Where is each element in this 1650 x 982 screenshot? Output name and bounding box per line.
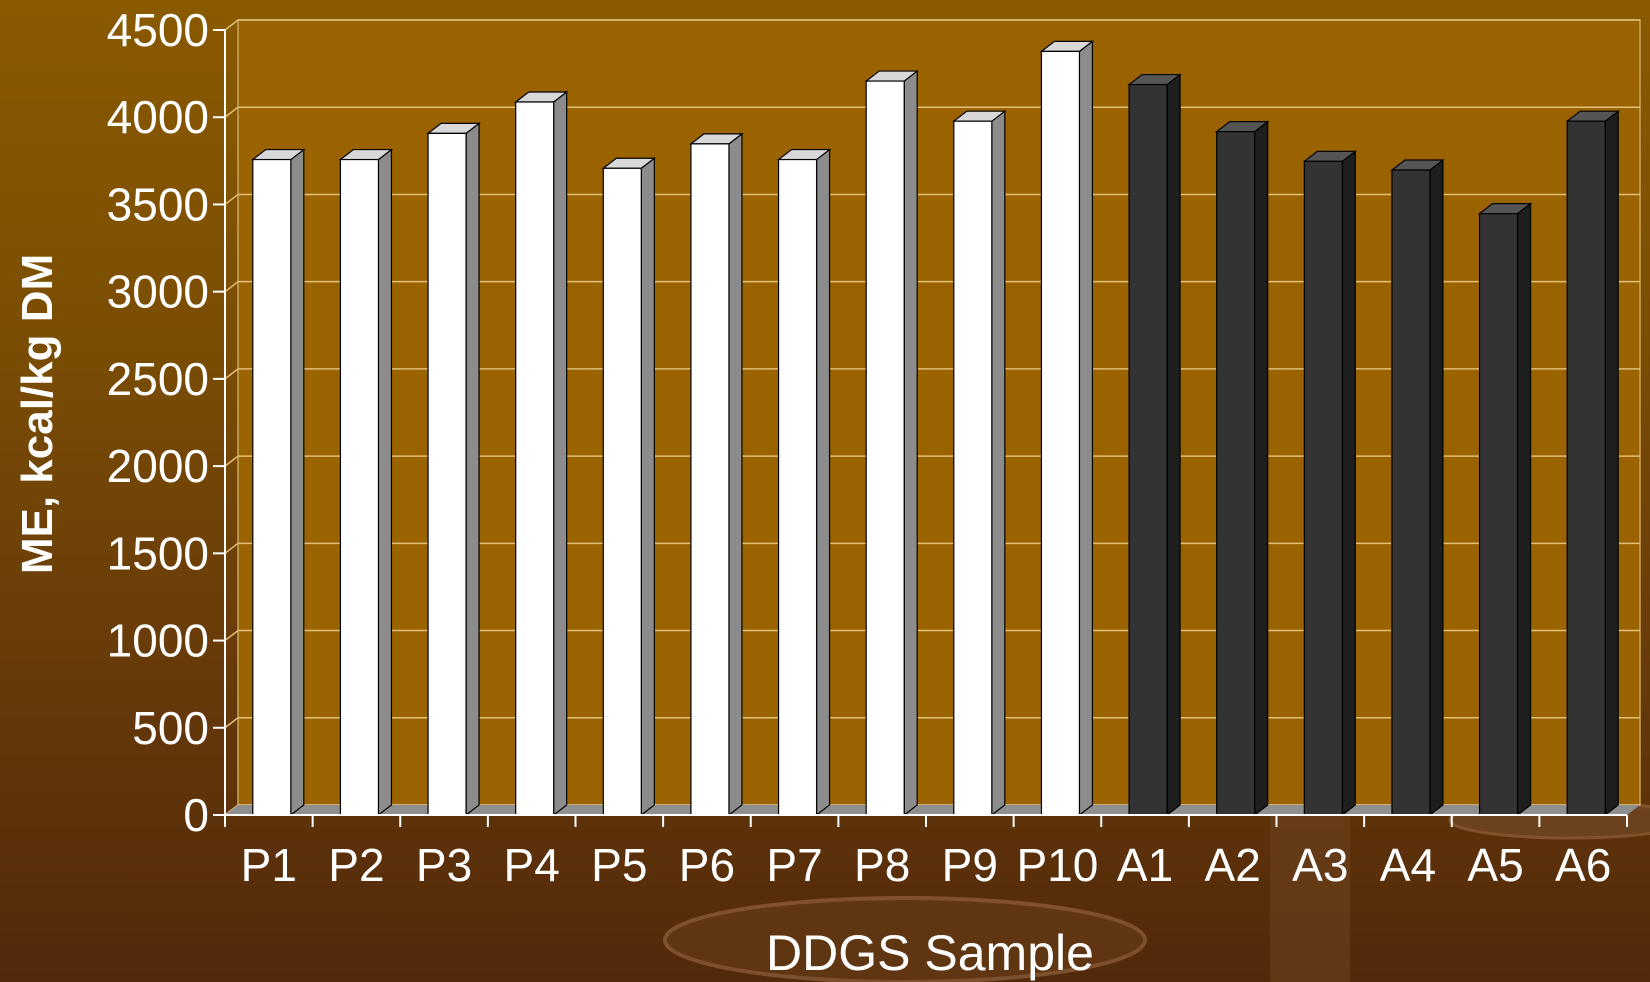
bar-P9 — [952, 109, 1007, 817]
bar-side — [553, 90, 568, 817]
bar-side — [991, 109, 1006, 817]
bar-side — [1166, 73, 1181, 817]
bar-side — [1078, 40, 1094, 817]
bar-front — [690, 143, 730, 816]
bar-front — [339, 158, 380, 816]
bar-side — [1516, 202, 1532, 817]
y-tick-label: 3000 — [107, 266, 209, 318]
bar-front — [1478, 213, 1519, 816]
bar-side — [1341, 150, 1356, 817]
x-axis-title: DDGS Sample — [766, 925, 1094, 981]
gridline-depth — [224, 455, 239, 467]
axes-group: 0 500 1000 1500 2000 2500 3000 3500 4000 4500 P1 P2… — [107, 4, 1628, 891]
bar-P7 — [776, 148, 832, 817]
plot-floor — [225, 805, 1640, 815]
x-tick-label: A1 — [1117, 839, 1173, 891]
bar-front — [1391, 169, 1431, 816]
bar-A6 — [1565, 109, 1620, 817]
bar-side — [640, 157, 655, 817]
gridline-depth — [224, 717, 239, 729]
y-axis-title: ME, kcal/kg DM — [13, 254, 62, 574]
x-tick-label: A2 — [1205, 839, 1261, 891]
x-tick-label: P7 — [766, 839, 822, 891]
x-tick-label: P2 — [328, 839, 384, 891]
x-tick-label: A4 — [1380, 839, 1436, 891]
bar-side — [377, 148, 393, 817]
x-tick-label: A5 — [1467, 839, 1523, 891]
bar-front — [427, 132, 467, 816]
bar-P10 — [1039, 40, 1095, 817]
bar-P2 — [338, 148, 394, 817]
bars-group — [251, 40, 1620, 817]
y-tick-label: 3500 — [107, 178, 209, 230]
y-tick-label: 2000 — [107, 440, 209, 492]
bar-front — [1040, 50, 1081, 816]
bar-A3 — [1302, 150, 1358, 817]
bar-front — [252, 158, 292, 816]
bar-side — [465, 122, 480, 817]
x-tick-label: P1 — [241, 839, 297, 891]
gridline-depth — [224, 542, 239, 554]
y-tick-label: 0 — [183, 789, 209, 841]
bar-P1 — [251, 148, 306, 817]
bar-P3 — [426, 122, 481, 817]
bar-front — [1566, 120, 1606, 816]
bar-front — [777, 158, 818, 816]
gridline-depth — [224, 106, 239, 118]
bar-A2 — [1214, 120, 1270, 817]
x-tick-label: P9 — [942, 839, 998, 891]
x-tick-label: P4 — [504, 839, 560, 891]
bar-side — [1254, 120, 1269, 817]
x-tick-label: P5 — [591, 839, 647, 891]
y-tick-label: 500 — [132, 702, 209, 754]
bar-front — [1216, 131, 1256, 816]
bar-P4 — [513, 90, 569, 817]
bar-A1 — [1127, 73, 1182, 817]
gridline-depth — [224, 193, 239, 206]
bar-side — [815, 148, 831, 817]
gridline-depth — [224, 281, 239, 293]
bar-front — [865, 80, 905, 816]
bar-P8 — [864, 69, 919, 817]
x-tick-label: P10 — [1017, 839, 1099, 891]
bar-A4 — [1390, 158, 1445, 817]
bar-P5 — [601, 157, 657, 817]
bar-side — [728, 132, 743, 817]
y-tick-label: 1500 — [107, 527, 209, 579]
x-tick-label: A6 — [1555, 839, 1611, 891]
gridline-depth — [224, 368, 239, 380]
bar-P6 — [689, 132, 744, 817]
y-tick-label: 2500 — [107, 353, 209, 405]
y-tick-label: 1000 — [107, 615, 209, 667]
x-tick-label: P3 — [416, 839, 472, 891]
x-tick-label: P8 — [854, 839, 910, 891]
y-tick-label: 4500 — [107, 4, 209, 56]
bar-front — [602, 167, 642, 816]
y-tick-label: 4000 — [107, 91, 209, 143]
bar-front — [953, 120, 993, 816]
x-tick-label: P6 — [679, 839, 735, 891]
gridline-depth — [224, 629, 239, 642]
bar-side — [290, 148, 305, 817]
bar-A5 — [1477, 202, 1533, 817]
bar-front — [515, 101, 555, 816]
bar-side — [903, 69, 918, 817]
gridline-depth — [224, 19, 239, 31]
bar-front — [1128, 83, 1168, 816]
x-tick-label: A3 — [1292, 839, 1348, 891]
bar-side — [1604, 109, 1619, 817]
bar-front — [1303, 160, 1343, 816]
bar-side — [1429, 158, 1444, 817]
